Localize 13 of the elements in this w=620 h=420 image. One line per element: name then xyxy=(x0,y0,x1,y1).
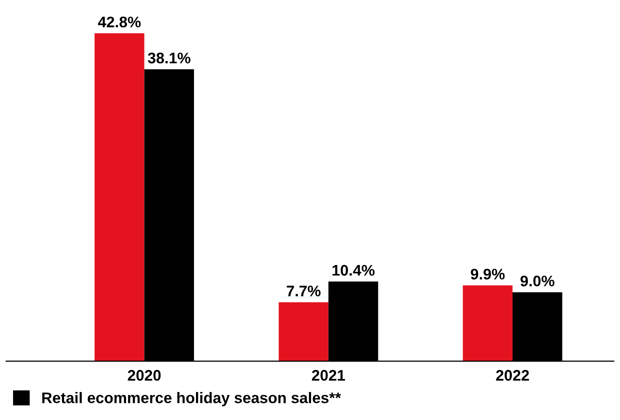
bar xyxy=(462,285,513,362)
legend-label: Retail ecommerce holiday season sales** xyxy=(42,392,341,406)
data-label: 10.4% xyxy=(332,264,375,276)
data-label: 7.7% xyxy=(286,286,321,296)
data-label: 38.1% xyxy=(148,52,190,64)
x-tick-label: 2022 xyxy=(496,370,529,381)
data-label: 9.0% xyxy=(520,276,554,286)
data-label: 9.9% xyxy=(470,268,505,280)
bar xyxy=(94,33,144,362)
x-tick-label: 2021 xyxy=(312,370,345,381)
bar xyxy=(278,302,328,362)
x-tick-label: 2020 xyxy=(128,370,161,381)
data-label: 42.8% xyxy=(98,16,141,28)
